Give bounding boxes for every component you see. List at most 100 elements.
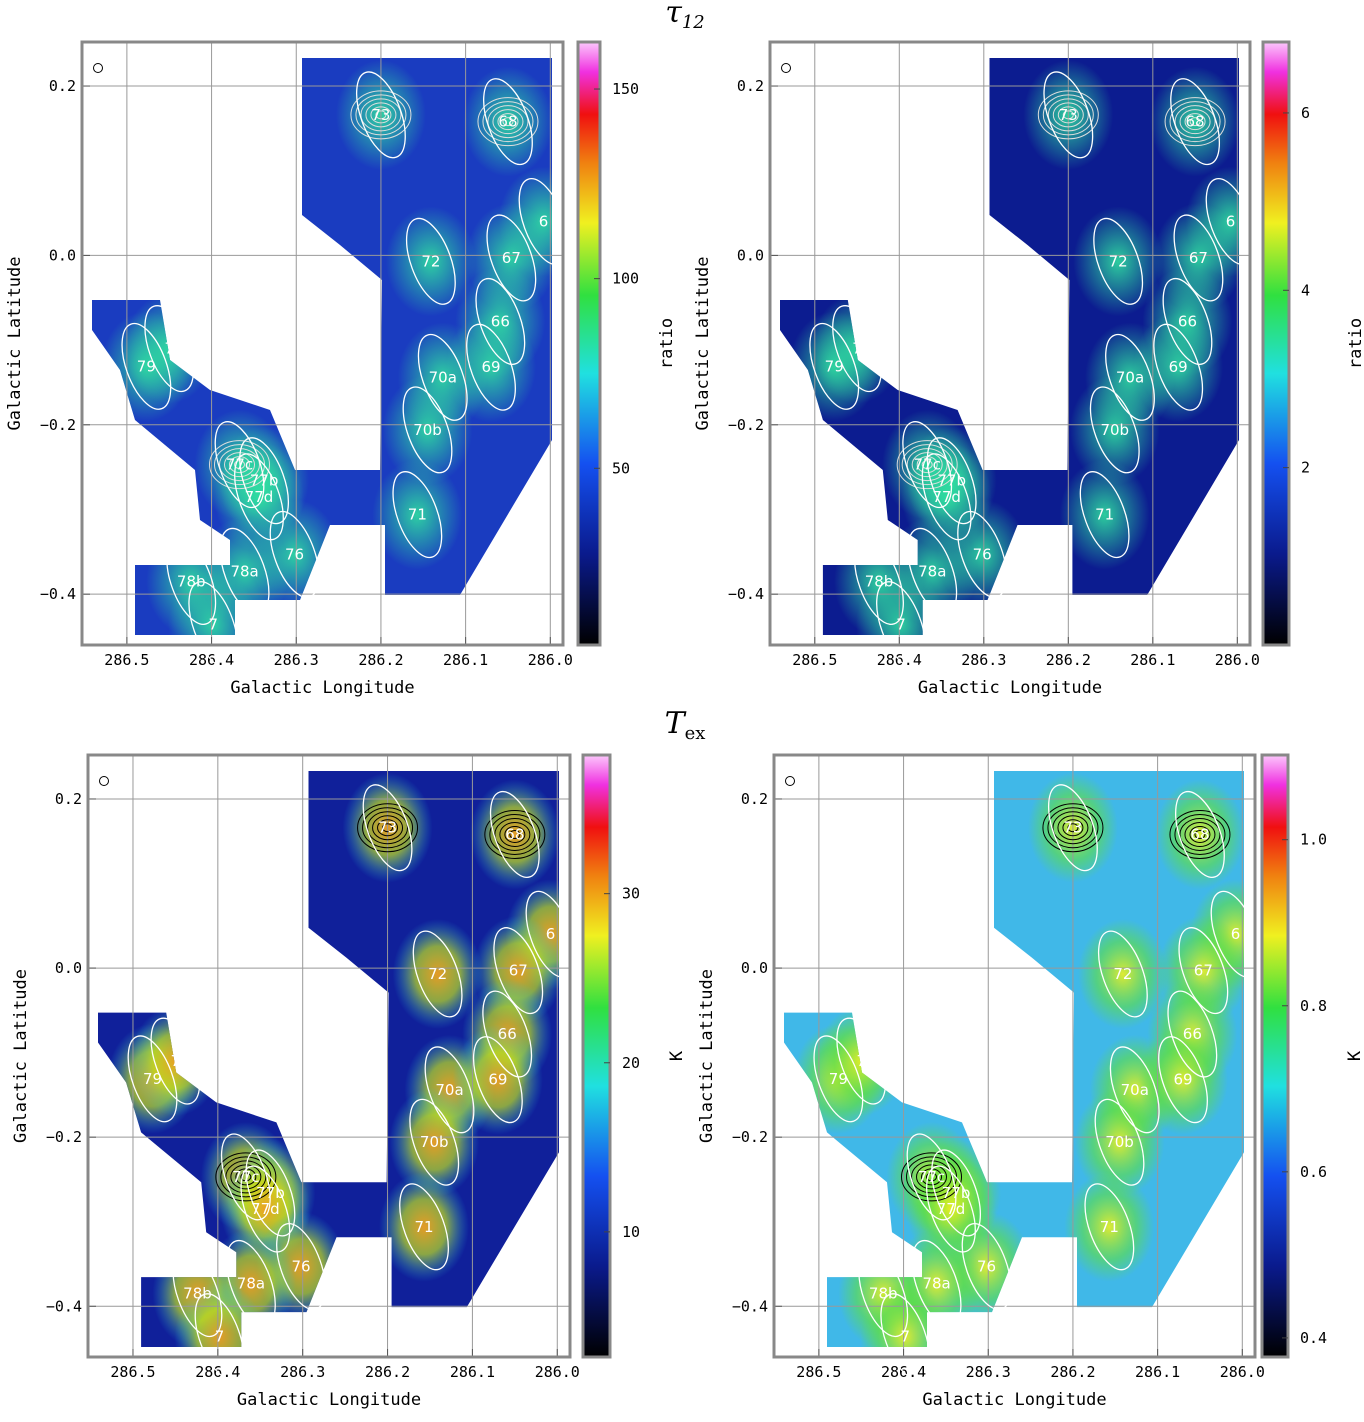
clump-ellipse xyxy=(489,790,540,878)
contour xyxy=(365,102,397,128)
clump-label: 77d xyxy=(937,1200,966,1218)
clump-label: 6 xyxy=(1231,925,1241,943)
clump-ellipse xyxy=(409,1098,460,1186)
clump-label: 71 xyxy=(414,1218,433,1236)
beam xyxy=(781,63,791,73)
clump-label: 76 xyxy=(973,545,992,563)
clump-label: 77d xyxy=(932,488,961,506)
emission-blob xyxy=(392,918,483,1029)
colorbar-tick-label: 20 xyxy=(622,1054,640,1072)
clump-ellipse xyxy=(219,527,270,615)
y-tick-label: −0.4 xyxy=(732,1297,768,1315)
contour xyxy=(355,94,407,136)
contour xyxy=(360,98,402,132)
clump-ellipse xyxy=(832,305,882,393)
x-axis-label: Galactic Longitude xyxy=(918,678,1102,698)
contour xyxy=(1062,110,1074,120)
emission-blob xyxy=(446,312,537,423)
clump-label: 78a xyxy=(918,562,946,580)
clump-ellipse xyxy=(836,1017,887,1105)
contour xyxy=(1057,815,1089,841)
contour xyxy=(382,823,394,833)
colorbar-tick-label: 100 xyxy=(612,270,639,288)
contour xyxy=(224,452,256,478)
clump-ellipse xyxy=(1153,323,1204,411)
contour xyxy=(219,448,261,482)
contour xyxy=(489,813,541,855)
clump-label: 71 xyxy=(408,506,427,524)
contour xyxy=(477,97,539,147)
y-axis-label: Galactic Latitude xyxy=(693,257,713,431)
clump-label: 72 xyxy=(1113,965,1132,983)
contour xyxy=(370,106,392,124)
colorbar-tick-label: 30 xyxy=(622,885,640,903)
clump-label: 73 xyxy=(1063,819,1082,837)
clump-ellipse xyxy=(402,386,453,474)
x-tick-label: 286.0 xyxy=(528,651,573,669)
contour xyxy=(362,807,414,849)
contour xyxy=(502,117,514,127)
x-tick-label: 286.2 xyxy=(1046,651,1091,669)
clump-label: 6 xyxy=(546,925,556,943)
contour xyxy=(1042,94,1094,136)
contour xyxy=(1169,101,1221,143)
y-tick-label: 0.2 xyxy=(741,790,768,808)
y-axis-label: Galactic Latitude xyxy=(697,969,717,1143)
x-tick-label: 286.0 xyxy=(1215,651,1260,669)
contour xyxy=(1042,803,1104,853)
emission-blob xyxy=(1073,206,1164,317)
clump-label: 7 xyxy=(215,1328,225,1346)
section-title: τ12 xyxy=(665,0,705,33)
contour xyxy=(1052,811,1094,845)
colorbar-label: ratio xyxy=(657,318,677,369)
clump-ellipse xyxy=(392,471,443,559)
clump-ellipse xyxy=(172,1250,223,1338)
y-tick-label: −0.4 xyxy=(728,585,764,603)
colorbar-label: K xyxy=(1345,1050,1364,1061)
contour xyxy=(1047,807,1099,849)
contour xyxy=(1169,809,1231,859)
title-sub: 12 xyxy=(682,12,705,33)
clump-ellipse xyxy=(1158,1036,1208,1124)
clump-ellipse xyxy=(1109,1046,1160,1134)
x-tick-label: 286.1 xyxy=(1135,1363,1180,1381)
emission-blob xyxy=(1074,1087,1165,1198)
clump-label: 66 xyxy=(1178,312,1197,330)
clump-ellipse xyxy=(405,217,456,305)
clump-label: 7 xyxy=(856,1052,866,1070)
x-tick-label: 286.5 xyxy=(110,1363,155,1381)
contour xyxy=(1052,102,1084,128)
clump-label: 78a xyxy=(230,562,258,580)
colorbar-tick-label: 6 xyxy=(1301,104,1310,122)
contour xyxy=(1067,823,1079,833)
emission-blob xyxy=(1059,459,1150,570)
clump-ellipse xyxy=(493,927,544,1015)
colorbar xyxy=(1261,40,1291,647)
beam xyxy=(785,776,795,786)
clump-ellipse xyxy=(150,1017,201,1105)
map-panel: 286.5 286.4 286.3 286.2 286.1 286.00.20.0−0.2… xyxy=(11,753,687,1410)
y-tick-label: −0.2 xyxy=(46,1128,82,1146)
clump-ellipse xyxy=(121,322,172,410)
clump-label: 69 xyxy=(488,1071,507,1089)
emission-blob xyxy=(1154,779,1244,890)
clump-ellipse xyxy=(483,78,533,166)
clump-ellipse xyxy=(813,1035,864,1123)
clump-label: 73 xyxy=(1059,106,1078,124)
clump-label: 78a xyxy=(922,1274,950,1292)
clump-label: 7 xyxy=(164,340,174,358)
clump-label: 77d xyxy=(245,488,274,506)
clump-label: 68 xyxy=(1186,113,1205,131)
title-main: τ xyxy=(665,0,682,30)
y-tick-label: 0.0 xyxy=(737,246,764,264)
contour xyxy=(1057,106,1079,124)
clump-label: 76 xyxy=(977,1258,996,1276)
clump-label: 68 xyxy=(505,825,524,843)
x-tick-label: 286.3 xyxy=(961,651,1006,669)
map-panel: 286.5 286.4 286.3 286.2 286.1 286.00.20.0−0.2… xyxy=(693,40,1364,698)
y-axis-label: Galactic Latitude xyxy=(5,257,25,431)
y-tick-label: 0.0 xyxy=(49,246,76,264)
clump-ellipse xyxy=(472,1036,523,1124)
clump-label: 67 xyxy=(1194,962,1213,980)
clump-label: 76 xyxy=(285,545,304,563)
